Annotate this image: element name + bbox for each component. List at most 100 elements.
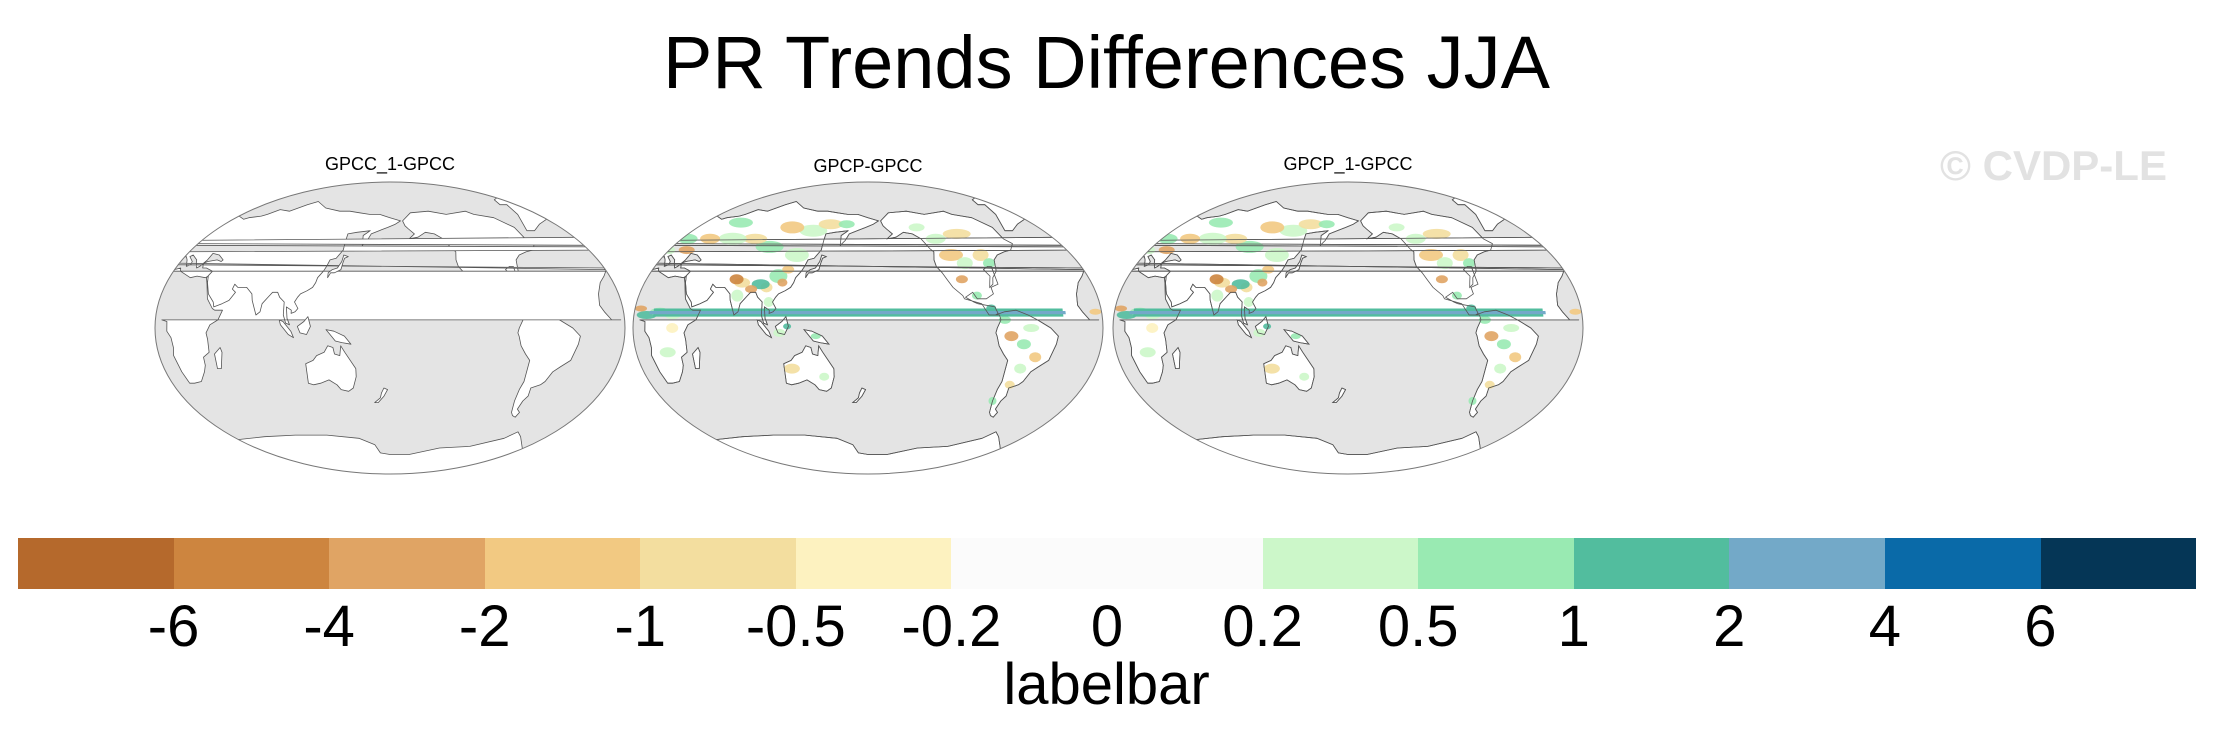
labelbar-swatch bbox=[484, 538, 641, 589]
trend-anomaly bbox=[1139, 347, 1156, 358]
panel-title-3: GPCP_1-GPCC bbox=[1283, 154, 1413, 174]
trend-anomaly bbox=[942, 228, 971, 239]
map-1 bbox=[154, 181, 626, 475]
trend-anomaly bbox=[1004, 331, 1019, 342]
coastline-borneo bbox=[774, 315, 789, 335]
labelbar-swatch bbox=[1262, 538, 1419, 589]
trend-anomaly bbox=[784, 248, 809, 262]
labelbar-swatch bbox=[951, 538, 1108, 589]
trend-anomaly bbox=[1158, 246, 1175, 255]
trend-anomaly bbox=[955, 275, 968, 284]
trend-anomaly bbox=[1016, 339, 1031, 350]
land-newguinea bbox=[325, 329, 352, 345]
coastline-sumatra bbox=[1236, 319, 1253, 339]
trend-anomaly bbox=[718, 232, 747, 245]
trend-anomaly bbox=[635, 305, 647, 312]
trend-anomaly bbox=[1208, 217, 1233, 228]
land-borneo bbox=[296, 316, 311, 335]
map-panel-1: GPCC_1-GPCC bbox=[150, 150, 630, 480]
coastline-eurasia bbox=[1119, 201, 1579, 384]
labelbar-swatch bbox=[1729, 538, 1885, 589]
trend-anomaly bbox=[1452, 249, 1469, 261]
map-panel-2: GPCP-GPCC bbox=[628, 150, 1108, 480]
labelbar-tick-label: 0.5 bbox=[1377, 594, 1459, 659]
trend-anomaly bbox=[1484, 331, 1499, 342]
trend-anomaly bbox=[1243, 297, 1254, 307]
trend-anomaly bbox=[751, 279, 770, 290]
trend-anomaly bbox=[1198, 232, 1227, 245]
trend-anomaly bbox=[1115, 305, 1127, 312]
trend-anomaly bbox=[1422, 228, 1451, 239]
trend-anomaly bbox=[1318, 220, 1335, 229]
labelbar-tick-label: 1 bbox=[1557, 594, 1590, 659]
coastline-japan bbox=[805, 254, 828, 278]
coastline-newguinea bbox=[1282, 328, 1310, 345]
coastline-eurasia bbox=[639, 201, 1099, 384]
trend-anomaly bbox=[1263, 323, 1272, 330]
map-panel-3: GPCP_1-GPCC bbox=[1108, 150, 1588, 480]
trend-anomaly bbox=[972, 249, 989, 261]
labelbar-swatch bbox=[1418, 538, 1574, 589]
trend-anomaly bbox=[700, 233, 721, 244]
map-border bbox=[1112, 181, 1584, 475]
trend-anomaly bbox=[956, 257, 973, 270]
trend-anomaly bbox=[1180, 233, 1201, 244]
trend-anomaly bbox=[1405, 233, 1426, 244]
coastline-sumatra bbox=[756, 319, 773, 339]
trend-anomaly bbox=[1463, 258, 1475, 269]
land-madagascar bbox=[214, 347, 223, 369]
trend-anomaly bbox=[1264, 248, 1289, 262]
trend-anomaly bbox=[1260, 221, 1285, 234]
trend-anomaly bbox=[818, 219, 843, 230]
trend-anomaly bbox=[1211, 289, 1224, 302]
panel-title-2: GPCP-GPCC bbox=[813, 156, 923, 176]
coastline-nz bbox=[851, 387, 867, 403]
trend-anomaly bbox=[971, 291, 982, 300]
labelbar-swatch bbox=[2040, 538, 2197, 589]
labelbar-tick-label: -0.5 bbox=[745, 594, 846, 659]
figure-title: PR Trends Differences JJA bbox=[663, 21, 1550, 104]
trend-anomaly bbox=[731, 289, 744, 302]
labelbar-tick-label: 6 bbox=[2024, 594, 2057, 659]
trend-anomaly bbox=[1569, 308, 1582, 315]
color-labelbar bbox=[18, 538, 2197, 589]
trend-anomaly bbox=[1435, 275, 1448, 284]
trend-anomaly bbox=[1298, 219, 1323, 230]
trend-anomaly bbox=[838, 220, 855, 229]
trend-anomaly bbox=[1451, 291, 1462, 300]
land-sumatra bbox=[278, 319, 294, 339]
trend-anomaly bbox=[780, 221, 805, 234]
trend-anomaly bbox=[1257, 278, 1268, 287]
watermark: © CVDP-LE bbox=[1940, 142, 2167, 189]
trend-anomaly bbox=[810, 333, 821, 340]
labelbar-tick-label: 4 bbox=[1868, 594, 1901, 659]
trend-anomaly bbox=[743, 233, 768, 244]
trend-anomaly bbox=[1209, 274, 1224, 285]
trend-anomaly bbox=[1152, 223, 1165, 232]
coastline-australia bbox=[783, 344, 835, 392]
labelbar-tick-label: 0.2 bbox=[1222, 594, 1303, 659]
map-3 bbox=[1112, 181, 1584, 475]
trend-anomaly bbox=[729, 274, 744, 285]
map-border bbox=[632, 181, 1104, 475]
trend-anomaly bbox=[799, 224, 828, 237]
map-border bbox=[154, 181, 626, 475]
land-eurasia bbox=[161, 201, 622, 384]
trend-anomaly bbox=[1279, 224, 1308, 237]
coastline-madagascar bbox=[1172, 346, 1181, 369]
land-japan bbox=[327, 254, 349, 279]
trend-anomaly bbox=[908, 223, 925, 232]
coastline-madagascar bbox=[692, 346, 701, 369]
land-nz bbox=[374, 387, 388, 403]
labelbar-tick-label: -0.2 bbox=[901, 594, 1002, 659]
trend-anomaly bbox=[782, 265, 795, 274]
trend-anomaly bbox=[763, 297, 774, 307]
trend-anomaly bbox=[819, 372, 830, 381]
labelbar-tick-label: -6 bbox=[147, 594, 200, 659]
trend-anomaly bbox=[1263, 363, 1280, 374]
labelbar-tick-label: 2 bbox=[1713, 594, 1746, 659]
trend-anomaly bbox=[1503, 324, 1520, 332]
trend-anomaly bbox=[672, 223, 685, 232]
coastline-americas bbox=[880, 210, 1059, 418]
labelbar-swatch bbox=[1573, 538, 1730, 589]
